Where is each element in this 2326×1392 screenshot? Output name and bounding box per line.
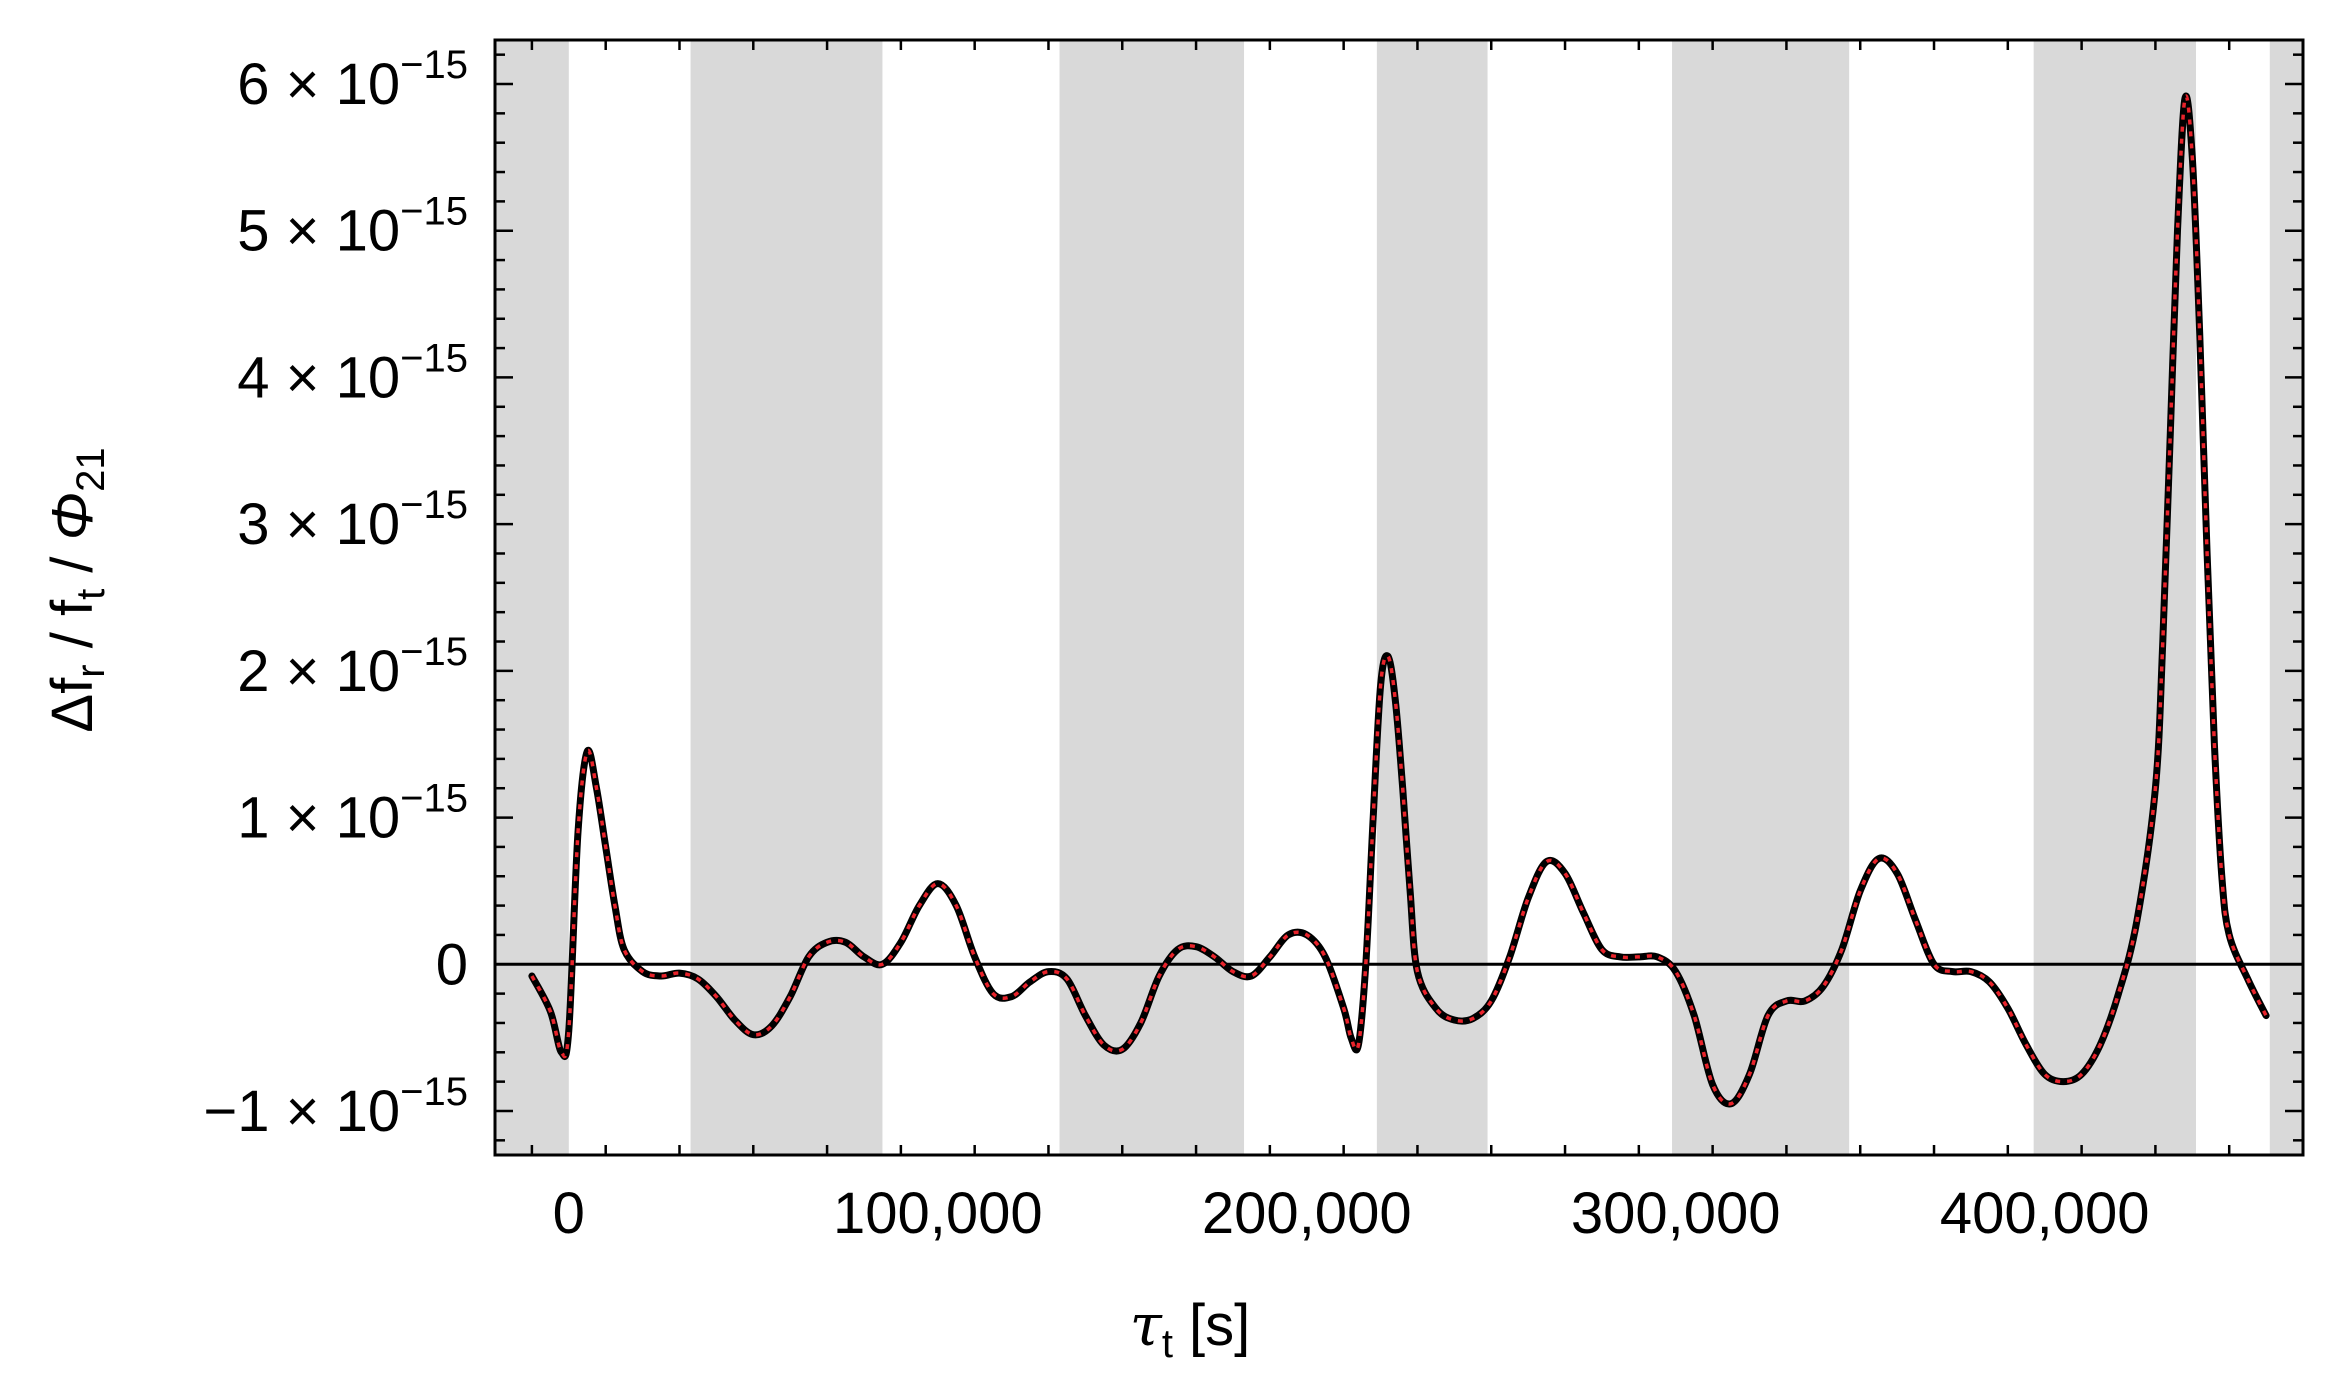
y-tick-label: 6 × 10−15 bbox=[237, 43, 468, 117]
shaded-band bbox=[2269, 40, 2303, 1155]
y-tick-label: 2 × 10−15 bbox=[237, 630, 468, 704]
y-tick-label: 3 × 10−15 bbox=[237, 483, 468, 557]
x-tick-label: 200,000 bbox=[1202, 1181, 1412, 1246]
y-axis-part-3: / bbox=[40, 540, 105, 588]
y-tick-label: 0 bbox=[436, 932, 468, 997]
y-tick-label: 4 × 10−15 bbox=[237, 336, 468, 410]
shaded-bands bbox=[495, 40, 2303, 1155]
x-axis-unit: [s] bbox=[1173, 1293, 1250, 1358]
y-axis-sub-2: t bbox=[69, 589, 113, 600]
x-axis-symbol: τ bbox=[1130, 1291, 1163, 1359]
y-axis-title: Δfr / ft / Φ21 bbox=[40, 447, 113, 732]
shaded-band bbox=[1059, 40, 1245, 1155]
y-tick-label: −1 × 10−15 bbox=[203, 1070, 468, 1144]
x-axis-title: τt [s] bbox=[1130, 1291, 1251, 1366]
y-axis-part-4: Φ bbox=[40, 492, 105, 541]
x-axis-ticks: 0 100,000 200,000 300,000 400,000 bbox=[530, 40, 2231, 1246]
shaded-band bbox=[1672, 40, 1850, 1155]
y-axis-ticks: −1 × 10−15 0 1 × 10−15 2 × 10−15 3 × 10−15 4 … bbox=[203, 43, 2303, 1144]
y-axis-sub-1: r bbox=[69, 664, 113, 677]
shaded-band bbox=[1376, 40, 1488, 1155]
y-tick-label: 1 × 10−15 bbox=[237, 777, 468, 851]
y-axis-sub-4: 21 bbox=[69, 447, 113, 492]
y-axis-part-2: / f bbox=[40, 599, 105, 664]
x-tick-label: 100,000 bbox=[833, 1181, 1043, 1246]
shaded-band bbox=[2033, 40, 2196, 1155]
shaded-band bbox=[690, 40, 883, 1155]
y-tick-label: 5 × 10−15 bbox=[237, 190, 468, 264]
x-tick-label: 400,000 bbox=[1940, 1181, 2150, 1246]
x-axis-symbol-subscript: t bbox=[1162, 1322, 1173, 1366]
shaded-band bbox=[495, 40, 569, 1155]
x-tick-label: 0 bbox=[553, 1181, 585, 1246]
x-tick-label: 300,000 bbox=[1571, 1181, 1781, 1246]
series-line bbox=[528, 92, 2270, 1108]
plot-frame bbox=[493, 38, 2305, 1157]
y-axis-part-1: Δf bbox=[40, 677, 105, 733]
